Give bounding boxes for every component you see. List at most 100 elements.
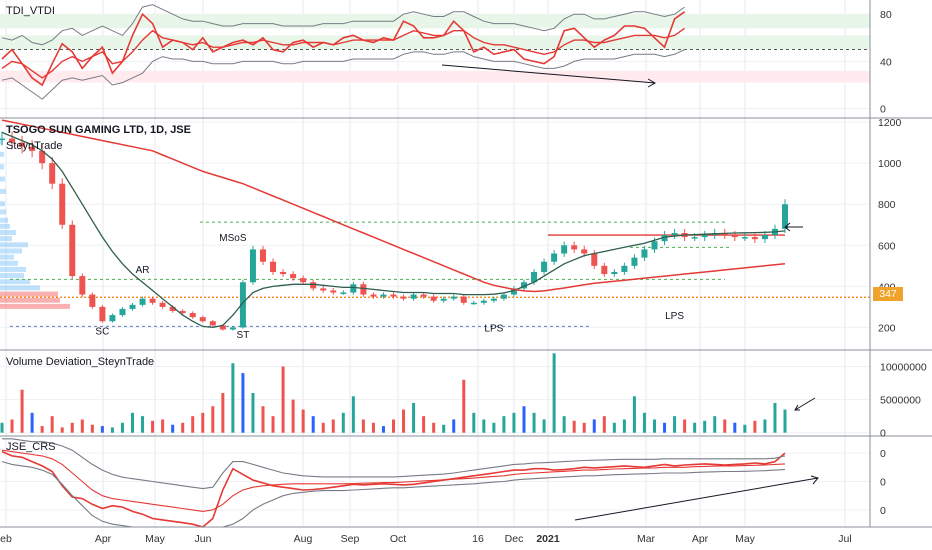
- volume-arrow: [794, 397, 816, 411]
- candle-body: [19, 142, 26, 147]
- candle-body: [430, 296, 437, 301]
- volume-bar: [251, 393, 255, 433]
- candle-body: [280, 271, 287, 275]
- volume-bar: [100, 426, 104, 433]
- volume-bar: [311, 416, 315, 433]
- volume-bar: [442, 424, 446, 433]
- volume-bar: [663, 422, 667, 433]
- volume-profile-bar: [0, 176, 5, 182]
- candle-body: [360, 284, 367, 295]
- candle-body: [350, 284, 357, 293]
- y-tick-label: 80: [880, 9, 892, 21]
- candle-body: [470, 302, 477, 305]
- x-tick-label: May: [735, 533, 756, 545]
- volume-bar: [432, 422, 436, 433]
- candle-body: [9, 138, 16, 143]
- moving-average-line: [1, 119, 786, 293]
- volume-bar: [763, 419, 767, 433]
- volume-profile-bar: [0, 242, 28, 248]
- volume-bar: [90, 424, 94, 433]
- candle-body: [671, 232, 678, 236]
- candle-body: [89, 294, 96, 307]
- x-tick-label: Sep: [341, 533, 360, 545]
- candle-body: [99, 306, 106, 322]
- candle-body: [209, 321, 216, 326]
- x-tick-label: Jun: [195, 533, 212, 545]
- y-tick-label: 0: [880, 104, 886, 116]
- volume-bar: [683, 419, 687, 433]
- candle-body: [500, 294, 507, 299]
- volume-bar: [60, 427, 64, 433]
- volume-bar: [642, 412, 646, 433]
- y-tick-label: 0: [880, 448, 886, 460]
- y-tick-label: 600: [878, 240, 896, 252]
- x-tick-label: Jul: [838, 533, 851, 545]
- volume-bar: [592, 419, 596, 433]
- volume-pane-title: Volume Deviation_SteynTrade: [6, 356, 155, 368]
- volume-bar: [462, 379, 466, 433]
- candle-body: [691, 237, 698, 239]
- volume-bar: [572, 420, 576, 433]
- volume-profile-bar: [0, 229, 16, 235]
- volume-bar: [753, 420, 757, 433]
- crs-pane-title: JSE_CRS: [6, 441, 56, 453]
- volume-profile-bar: [0, 236, 12, 242]
- candle-body: [591, 253, 598, 266]
- volume-bar: [40, 426, 44, 433]
- candle-body: [249, 249, 256, 283]
- volume-bar: [10, 419, 14, 433]
- volume-bar: [673, 416, 677, 433]
- volume-profile-bar: [0, 266, 26, 272]
- volume-profile-bar: [0, 201, 5, 207]
- price-arrow: [784, 222, 803, 232]
- tdi-upper-line: [1, 4, 685, 46]
- candle-body: [641, 249, 648, 258]
- tdi-pane: [0, 4, 870, 100]
- y-tick-label: 800: [878, 199, 896, 211]
- volume-profile-bar: [0, 279, 30, 285]
- candle-body: [611, 271, 618, 275]
- wyckoff-label: LPS: [484, 324, 503, 335]
- volume-bar: [351, 396, 355, 433]
- volume-bar: [472, 412, 476, 433]
- volume-bar: [522, 406, 526, 433]
- candle-body: [510, 288, 517, 295]
- candle-body: [29, 146, 36, 151]
- volume-bar: [331, 419, 335, 433]
- volume-profile-bar: [0, 209, 6, 215]
- x-tick-label: Oct: [390, 533, 406, 545]
- volume-bar: [171, 424, 175, 433]
- volume-bar: [201, 412, 205, 433]
- volume-bar: [151, 420, 155, 433]
- volume-bar: [632, 396, 636, 433]
- candle-body: [260, 249, 266, 262]
- volume-bar: [552, 353, 556, 433]
- candle-body: [480, 300, 487, 303]
- candle-body: [601, 265, 608, 275]
- volume-bar: [612, 422, 616, 433]
- volume-bar: [773, 402, 777, 433]
- crs-lower-line: [1, 461, 786, 528]
- candle-body: [59, 183, 66, 225]
- volume-bar: [20, 389, 24, 433]
- candle-body: [310, 282, 317, 289]
- candle-body: [440, 298, 447, 301]
- volume-profile-bar: [0, 248, 22, 254]
- volume-bar: [482, 419, 486, 433]
- volume-bar: [120, 422, 124, 433]
- candle-body: [370, 294, 377, 297]
- candle-body: [460, 296, 467, 303]
- tdi-trend-arrow: [441, 64, 657, 88]
- volume-bar: [271, 416, 275, 433]
- volume-bar: [733, 422, 737, 433]
- candle-body: [49, 163, 56, 184]
- wyckoff-label: ST: [237, 330, 250, 341]
- wyckoff-label: LPS: [665, 311, 684, 322]
- candle-body: [320, 288, 327, 291]
- volume-bar: [141, 416, 145, 433]
- candle-body: [490, 298, 497, 301]
- volume-bar: [412, 402, 416, 433]
- candle-body: [521, 282, 527, 289]
